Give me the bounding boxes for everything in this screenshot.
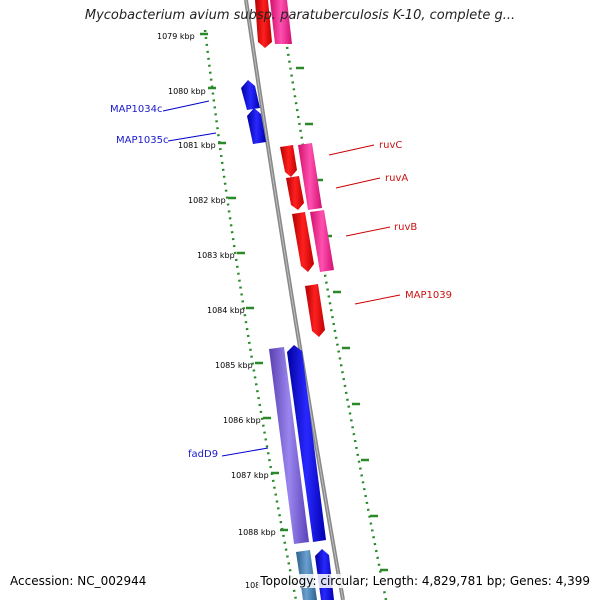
tick-label: 1087 kbp xyxy=(231,471,269,480)
gene-label-ruvA[interactable]: ruvA xyxy=(385,173,408,184)
cds-MAP1035c[interactable] xyxy=(247,108,266,144)
gene-label-ruvC[interactable]: ruvC xyxy=(379,140,402,151)
ruler-major-ticks-right xyxy=(296,66,388,572)
cds-MAP1039[interactable] xyxy=(305,284,325,337)
tick-label: 108 xyxy=(245,581,260,590)
ruler-tick-labels: 1079 kbp 1080 kbp 1081 kbp 1082 kbp 1083… xyxy=(157,32,276,590)
cds-MAP1034c[interactable] xyxy=(241,80,260,110)
feature-fadD9[interactable] xyxy=(269,347,309,544)
feature-ruvC-ruvA[interactable] xyxy=(298,143,322,210)
accession-text: Accession: NC_002944 xyxy=(8,574,149,588)
tick-label: 1084 kbp xyxy=(207,306,245,315)
tick-label: 1085 kbp xyxy=(215,361,253,370)
tick-label: 1079 kbp xyxy=(157,32,195,41)
tick-label: 1082 kbp xyxy=(188,196,226,205)
tick-label: 1083 kbp xyxy=(197,251,235,260)
ruler-line-left xyxy=(203,29,298,600)
feature-ruvB[interactable] xyxy=(310,210,334,272)
gene-label-ruvB[interactable]: ruvB xyxy=(394,222,417,233)
cds-ruvA[interactable] xyxy=(286,176,304,210)
gene-label-fadD9[interactable]: fadD9 xyxy=(188,449,218,460)
tick-label: 1086 kbp xyxy=(223,416,261,425)
topology-text: Topology: circular; Length: 4,829,781 bp… xyxy=(258,574,592,588)
gene-label-MAP1035c[interactable]: MAP1035c xyxy=(116,135,168,146)
gene-label-lines xyxy=(162,100,401,457)
cds-ruvB[interactable] xyxy=(292,212,314,272)
tick-label: 1088 kbp xyxy=(238,528,276,537)
ruler-line-right xyxy=(284,39,388,600)
cds-forward-top-partial[interactable] xyxy=(255,0,272,48)
gene-label-MAP1034c[interactable]: MAP1034c xyxy=(110,104,162,115)
tick-label: 1080 kbp xyxy=(168,87,206,96)
feature-forward-top-partial[interactable] xyxy=(270,0,292,44)
cds-fadD9[interactable] xyxy=(287,345,326,542)
map-title: Mycobacterium avium subsp. paratuberculo… xyxy=(84,8,516,23)
cds-ruvC[interactable] xyxy=(280,145,297,177)
tick-label: 1081 kbp xyxy=(178,141,216,150)
gene-labels: MAP1034c MAP1035c fadD9 ruvC ruvA ruvB M… xyxy=(110,104,452,460)
gene-label-MAP1039[interactable]: MAP1039 xyxy=(405,290,452,301)
